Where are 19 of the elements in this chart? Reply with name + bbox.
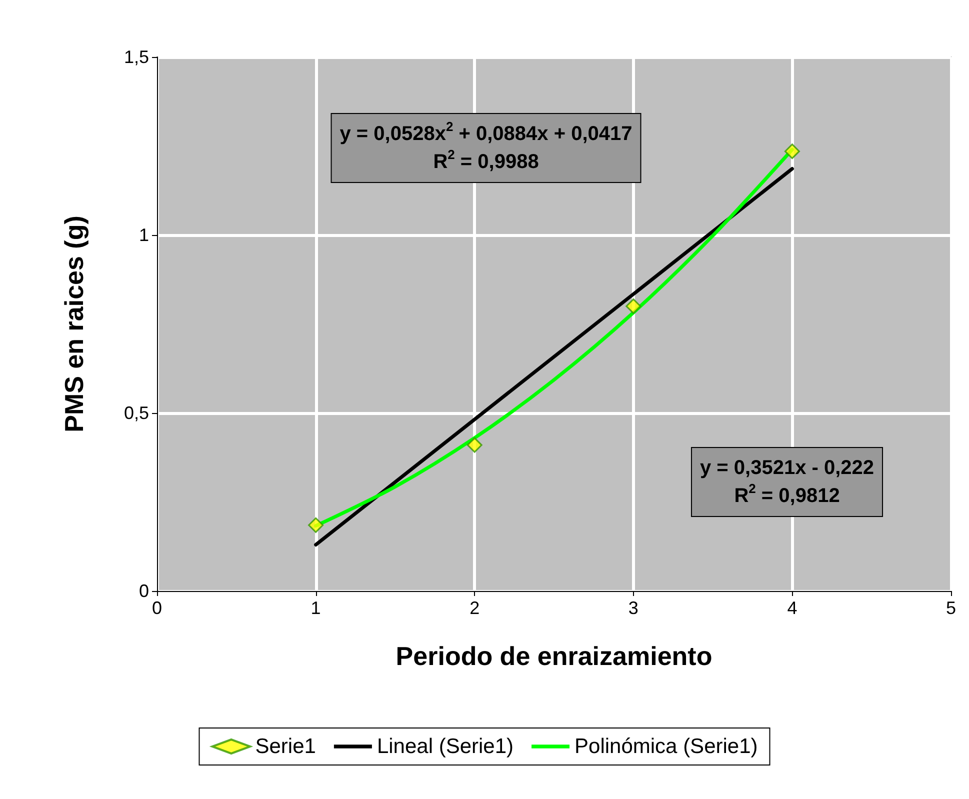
point <box>784 144 800 160</box>
legend-label: Lineal (Serie1) <box>376 735 514 758</box>
x-axis-title: Periodo de enraizamiento <box>396 641 712 671</box>
y-tick-label: 1 <box>138 225 149 245</box>
x-tick-label: 4 <box>787 598 798 618</box>
y-axis-title: PMS en raices (g) <box>59 216 89 432</box>
x-tick-label: 2 <box>470 598 480 618</box>
x-tick-label: 1 <box>310 598 321 618</box>
point <box>308 517 324 533</box>
point <box>466 437 482 453</box>
y-tick-label: 1,5 <box>124 47 149 67</box>
x-tick-label: 0 <box>152 598 162 618</box>
legend-label: Serie1 <box>255 735 316 758</box>
x-tick-label: 3 <box>628 598 638 618</box>
x-tick-label: 5 <box>946 598 956 618</box>
y-tick-label: 0 <box>138 581 149 601</box>
legend-label: Polinómica (Serie1) <box>574 735 758 758</box>
y-tick-label: 0,5 <box>124 403 149 423</box>
point <box>626 298 642 314</box>
